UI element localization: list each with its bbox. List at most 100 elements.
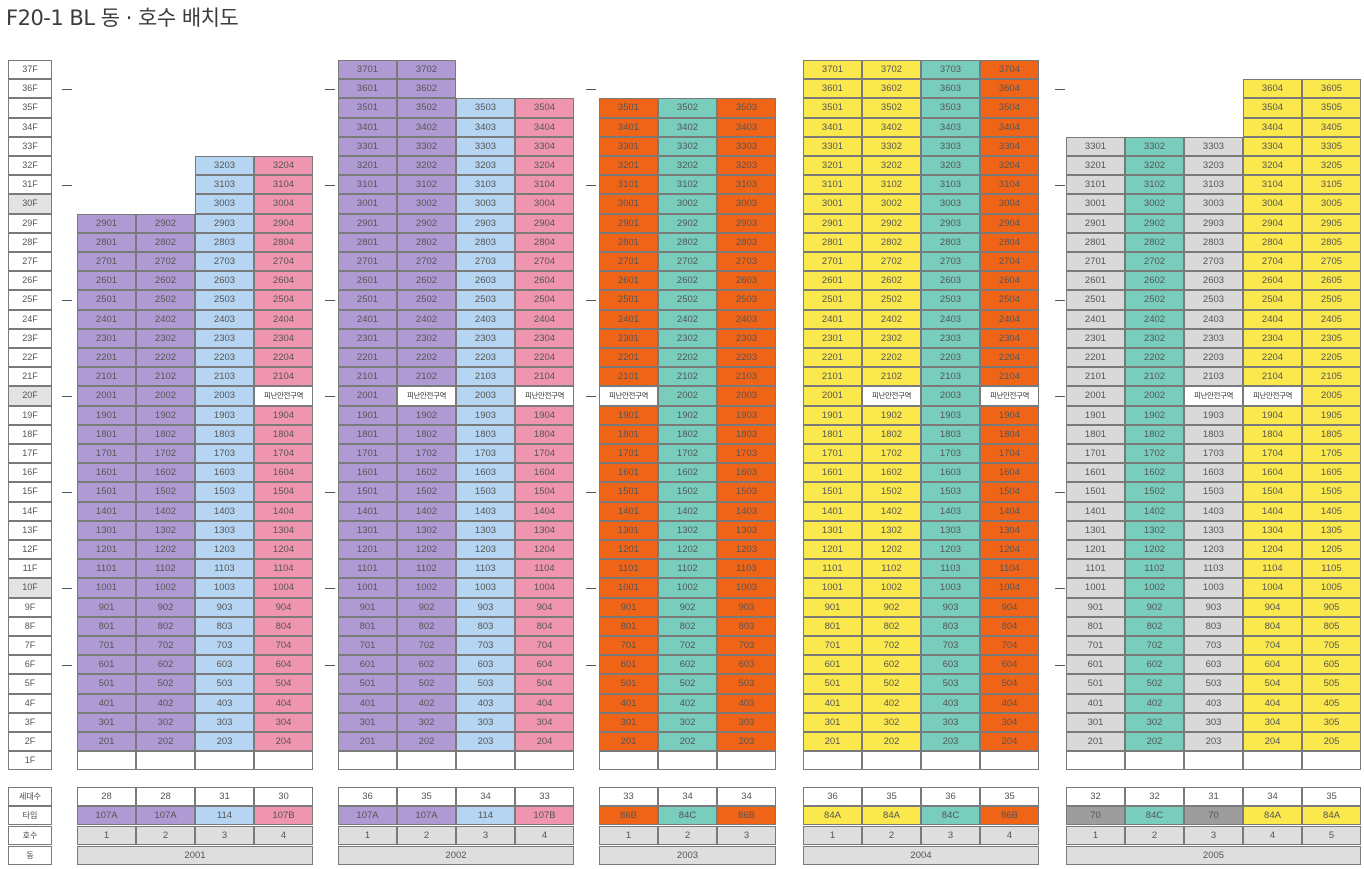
unit-cell: 1804 xyxy=(1243,424,1302,444)
unit-cell: 1201 xyxy=(77,540,136,560)
line-number: 5 xyxy=(1302,826,1361,845)
unit-cell: 503 xyxy=(456,674,515,694)
unit-cell: 1502 xyxy=(1125,482,1184,502)
level-tick xyxy=(1055,588,1065,589)
unit-cell: 2904 xyxy=(980,213,1039,233)
unit-cell: 1102 xyxy=(136,559,195,579)
unit-cell: 301 xyxy=(599,712,658,732)
unit-cell: 2103 xyxy=(1184,367,1243,387)
unit-cell: 3002 xyxy=(1125,194,1184,214)
unit-cell: 3403 xyxy=(717,117,776,137)
unit-cell: 2204 xyxy=(515,348,574,368)
unit-cell: 602 xyxy=(1125,655,1184,675)
unit-cell: 304 xyxy=(515,712,574,732)
unit-cell: 703 xyxy=(456,636,515,656)
legend-label-dong: 동 xyxy=(8,846,52,865)
unit-cell: 3502 xyxy=(862,98,921,118)
unit-cell: 401 xyxy=(77,693,136,713)
unit-cell: 201 xyxy=(1066,732,1125,752)
unit-cell: 304 xyxy=(980,712,1039,732)
unit-cell: 3303 xyxy=(717,136,776,156)
households-count: 32 xyxy=(1066,787,1125,806)
unit-cell: 2804 xyxy=(515,232,574,252)
unit-cell: 1401 xyxy=(599,501,658,521)
floor-label: 5F xyxy=(8,674,52,694)
unit-cell: 201 xyxy=(338,732,397,752)
floor-label: 25F xyxy=(8,290,52,310)
unit-cell: 1401 xyxy=(803,501,862,521)
unit-cell: 2201 xyxy=(1066,348,1125,368)
unit-cell: 601 xyxy=(599,655,658,675)
unit-cell: 1105 xyxy=(1302,559,1361,579)
unit-cell: 1404 xyxy=(254,501,313,521)
unit-cell: 3003 xyxy=(195,194,254,214)
unit-cell: 504 xyxy=(254,674,313,694)
unit-cell: 2505 xyxy=(1302,290,1361,310)
unit-cell: 301 xyxy=(77,712,136,732)
ground-floor-cell xyxy=(136,751,195,771)
unit-cell: 3101 xyxy=(599,175,658,195)
unit-cell: 1403 xyxy=(921,501,980,521)
unit-cell: 1803 xyxy=(1184,424,1243,444)
unit-cell: 3201 xyxy=(338,156,397,176)
unit-cell: 1004 xyxy=(254,578,313,598)
unit-cell: 3301 xyxy=(338,136,397,156)
unit-cell: 2101 xyxy=(1066,367,1125,387)
unit-cell: 1203 xyxy=(921,540,980,560)
unit-cell: 3104 xyxy=(980,175,1039,195)
unit-cell: 2403 xyxy=(195,309,254,329)
unit-cell: 1503 xyxy=(921,482,980,502)
unit-cell: 302 xyxy=(136,712,195,732)
unit-cell: 204 xyxy=(254,732,313,752)
unit-cell: 2901 xyxy=(599,213,658,233)
unit-cell: 1203 xyxy=(717,540,776,560)
unit-cell: 2002 xyxy=(136,386,195,406)
unit-cell: 1502 xyxy=(136,482,195,502)
line-number: 2 xyxy=(1125,826,1184,845)
unit-cell: 805 xyxy=(1302,616,1361,636)
unit-cell: 3402 xyxy=(397,117,456,137)
floor-label: 14F xyxy=(8,501,52,521)
unit-cell: 701 xyxy=(338,636,397,656)
unit-cell: 601 xyxy=(77,655,136,675)
level-tick xyxy=(586,588,596,589)
unit-cell: 1402 xyxy=(136,501,195,521)
unit-cell: 903 xyxy=(456,597,515,617)
unit-type: 84C xyxy=(658,806,717,825)
unit-cell: 1904 xyxy=(1243,405,1302,425)
unit-cell: 803 xyxy=(921,616,980,636)
unit-cell: 902 xyxy=(658,597,717,617)
unit-cell: 2403 xyxy=(1184,309,1243,329)
unit-cell: 503 xyxy=(1184,674,1243,694)
unit-cell: 303 xyxy=(456,712,515,732)
unit-type: 70 xyxy=(1184,806,1243,825)
unit-cell: 1804 xyxy=(254,424,313,444)
unit-cell: 3204 xyxy=(980,156,1039,176)
unit-cell: 1403 xyxy=(456,501,515,521)
unit-cell: 2605 xyxy=(1302,271,1361,291)
floor-label: 7F xyxy=(8,636,52,656)
unit-cell: 2203 xyxy=(195,348,254,368)
floor-label: 2F xyxy=(8,732,52,752)
unit-cell: 3702 xyxy=(397,60,456,80)
floor-label: 1F xyxy=(8,751,52,771)
unit-cell: 604 xyxy=(254,655,313,675)
floor-label: 29F xyxy=(8,213,52,233)
unit-cell: 1501 xyxy=(803,482,862,502)
unit-cell: 2501 xyxy=(1066,290,1125,310)
unit-cell: 1102 xyxy=(658,559,717,579)
unit-cell: 1801 xyxy=(599,424,658,444)
unit-type: 107B xyxy=(515,806,574,825)
unit-cell: 3501 xyxy=(599,98,658,118)
unit-cell: 504 xyxy=(980,674,1039,694)
unit-cell: 2903 xyxy=(921,213,980,233)
unit-cell: 3401 xyxy=(599,117,658,137)
unit-cell: 201 xyxy=(77,732,136,752)
page-title: F20-1 BL 동 · 호수 배치도 xyxy=(6,6,239,30)
unit-cell: 403 xyxy=(1184,693,1243,713)
unit-cell: 702 xyxy=(136,636,195,656)
unit-cell: 2001 xyxy=(1066,386,1125,406)
unit-cell: 902 xyxy=(1125,597,1184,617)
unit-cell: 2304 xyxy=(254,328,313,348)
unit-cell: 2202 xyxy=(1125,348,1184,368)
